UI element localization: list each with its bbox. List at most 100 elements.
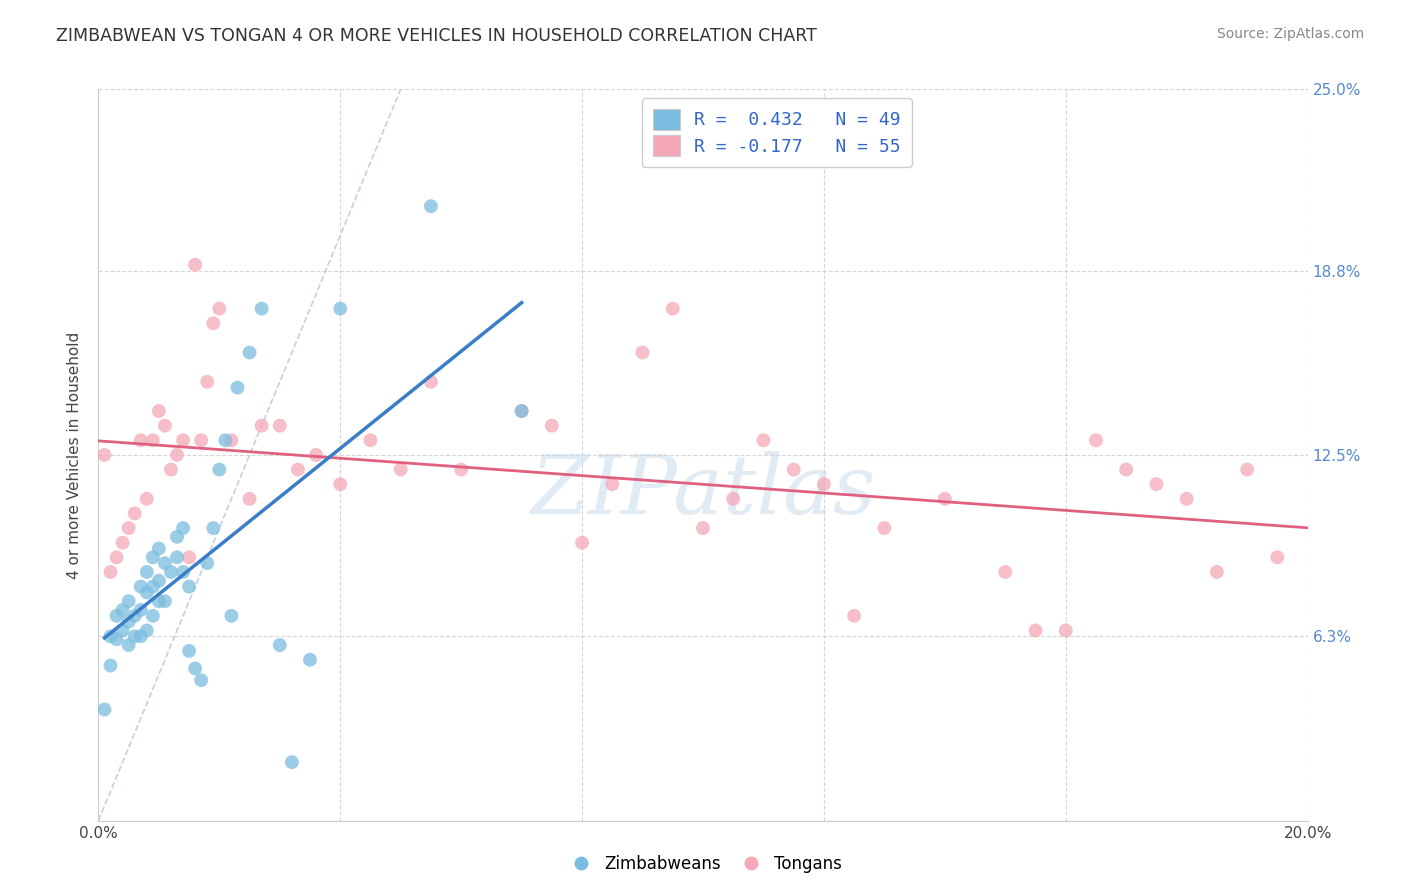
Point	[142, 434, 165, 448]
Point	[1024, 624, 1046, 638]
Point	[602, 477, 624, 491]
Point	[166, 530, 188, 544]
Y-axis label: 4 or more Vehicles in Household: 4 or more Vehicles in Household	[67, 331, 83, 579]
Point	[1144, 477, 1167, 491]
Point	[100, 565, 122, 579]
Point	[510, 404, 533, 418]
Text: Source: ZipAtlas.com: Source: ZipAtlas.com	[1216, 27, 1364, 41]
Point	[208, 301, 231, 316]
Point	[208, 462, 231, 476]
Point	[184, 258, 207, 272]
Point	[934, 491, 956, 506]
Point	[118, 594, 141, 608]
Point	[299, 653, 322, 667]
Point	[148, 594, 170, 608]
Legend: Zimbabweans, Tongans: Zimbabweans, Tongans	[557, 848, 849, 880]
Point	[160, 462, 183, 476]
Point	[844, 608, 866, 623]
Point	[571, 535, 593, 549]
Point	[202, 316, 225, 330]
Point	[202, 521, 225, 535]
Point	[124, 629, 146, 643]
Point	[111, 624, 134, 638]
Point	[179, 550, 201, 565]
Point	[100, 629, 122, 643]
Point	[420, 199, 443, 213]
Point	[783, 462, 806, 476]
Point	[93, 448, 115, 462]
Point	[118, 638, 141, 652]
Point	[129, 580, 152, 594]
Point	[179, 580, 201, 594]
Point	[153, 594, 176, 608]
Point	[723, 491, 745, 506]
Point	[994, 565, 1017, 579]
Point	[631, 345, 654, 359]
Point	[111, 603, 134, 617]
Point	[118, 615, 141, 629]
Point	[111, 535, 134, 549]
Point	[450, 462, 472, 476]
Point	[135, 565, 157, 579]
Point	[269, 418, 291, 433]
Point	[226, 381, 249, 395]
Point	[184, 661, 207, 675]
Point	[148, 574, 170, 588]
Point	[190, 673, 212, 688]
Point	[148, 541, 170, 556]
Point	[142, 550, 165, 565]
Point	[389, 462, 412, 476]
Point	[221, 608, 243, 623]
Point	[329, 301, 352, 316]
Point	[172, 521, 194, 535]
Point	[661, 301, 683, 316]
Point	[142, 580, 165, 594]
Point	[239, 491, 262, 506]
Legend: R =  0.432   N = 49, R = -0.177   N = 55: R = 0.432 N = 49, R = -0.177 N = 55	[641, 98, 911, 167]
Point	[1236, 462, 1258, 476]
Point	[172, 565, 194, 579]
Text: ZIMBABWEAN VS TONGAN 4 OR MORE VEHICLES IN HOUSEHOLD CORRELATION CHART: ZIMBABWEAN VS TONGAN 4 OR MORE VEHICLES …	[56, 27, 817, 45]
Point	[1206, 565, 1229, 579]
Point	[692, 521, 714, 535]
Point	[1085, 434, 1108, 448]
Point	[813, 477, 835, 491]
Point	[287, 462, 309, 476]
Point	[129, 629, 152, 643]
Point	[250, 301, 273, 316]
Point	[195, 556, 218, 570]
Point	[179, 644, 201, 658]
Point	[329, 477, 352, 491]
Point	[153, 556, 176, 570]
Point	[1267, 550, 1289, 565]
Point	[105, 608, 128, 623]
Point	[360, 434, 382, 448]
Point	[142, 608, 165, 623]
Point	[100, 658, 122, 673]
Point	[124, 507, 146, 521]
Point	[129, 603, 152, 617]
Point	[135, 624, 157, 638]
Point	[195, 375, 218, 389]
Point	[1054, 624, 1077, 638]
Point	[269, 638, 291, 652]
Point	[124, 608, 146, 623]
Point	[752, 434, 775, 448]
Point	[281, 755, 304, 769]
Point	[172, 434, 194, 448]
Point	[118, 521, 141, 535]
Point	[166, 550, 188, 565]
Point	[1115, 462, 1137, 476]
Point	[540, 418, 562, 433]
Point	[510, 404, 533, 418]
Point	[221, 434, 243, 448]
Text: ZIPatlas: ZIPatlas	[530, 451, 876, 532]
Point	[148, 404, 170, 418]
Point	[166, 448, 188, 462]
Point	[250, 418, 273, 433]
Point	[214, 434, 236, 448]
Point	[873, 521, 896, 535]
Point	[190, 434, 212, 448]
Point	[129, 434, 152, 448]
Point	[160, 565, 183, 579]
